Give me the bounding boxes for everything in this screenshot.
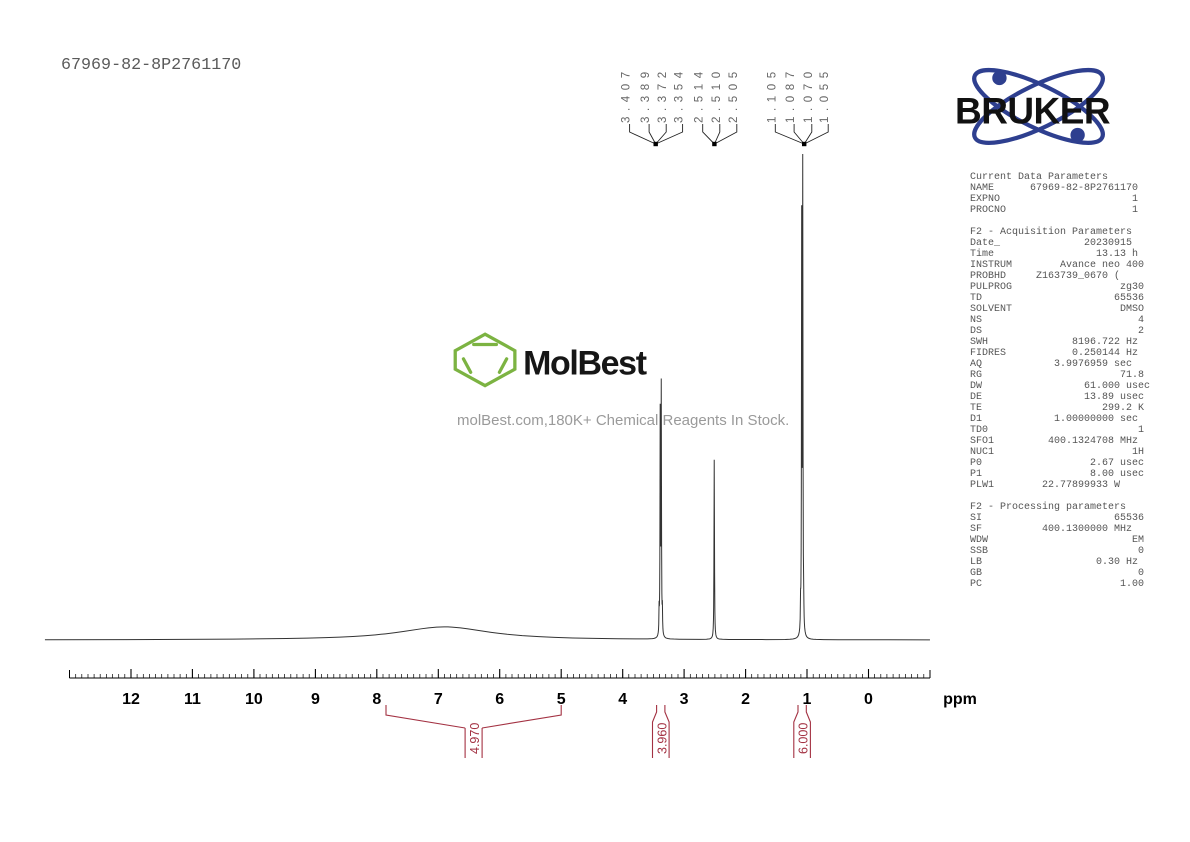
svg-text:ppm: ppm [943, 691, 977, 708]
svg-text:4: 4 [618, 691, 627, 708]
svg-text:2.514: 2.514 [694, 66, 706, 123]
svg-text:4.970: 4.970 [468, 723, 482, 754]
svg-text:11: 11 [184, 691, 201, 708]
svg-text:3.354: 3.354 [674, 66, 686, 123]
svg-text:6.000: 6.000 [797, 723, 811, 754]
svg-text:3: 3 [680, 691, 689, 708]
svg-text:2.505: 2.505 [728, 66, 740, 123]
svg-text:6: 6 [495, 691, 504, 708]
svg-text:12: 12 [122, 691, 140, 708]
svg-text:1.087: 1.087 [785, 66, 797, 123]
svg-text:2: 2 [741, 691, 750, 708]
svg-text:3.960: 3.960 [655, 723, 669, 754]
svg-text:10: 10 [245, 691, 263, 708]
svg-text:3.389: 3.389 [640, 66, 652, 123]
svg-text:1.105: 1.105 [766, 66, 778, 123]
svg-text:3.407: 3.407 [621, 66, 633, 123]
svg-text:7: 7 [434, 691, 443, 708]
svg-text:1: 1 [803, 691, 812, 708]
svg-text:9: 9 [311, 691, 320, 708]
svg-text:1.070: 1.070 [803, 66, 815, 123]
svg-text:2.510: 2.510 [711, 66, 723, 123]
svg-text:3.372: 3.372 [657, 66, 669, 123]
svg-text:1.055: 1.055 [819, 66, 831, 123]
svg-text:0: 0 [864, 691, 873, 708]
svg-text:8: 8 [372, 691, 381, 708]
